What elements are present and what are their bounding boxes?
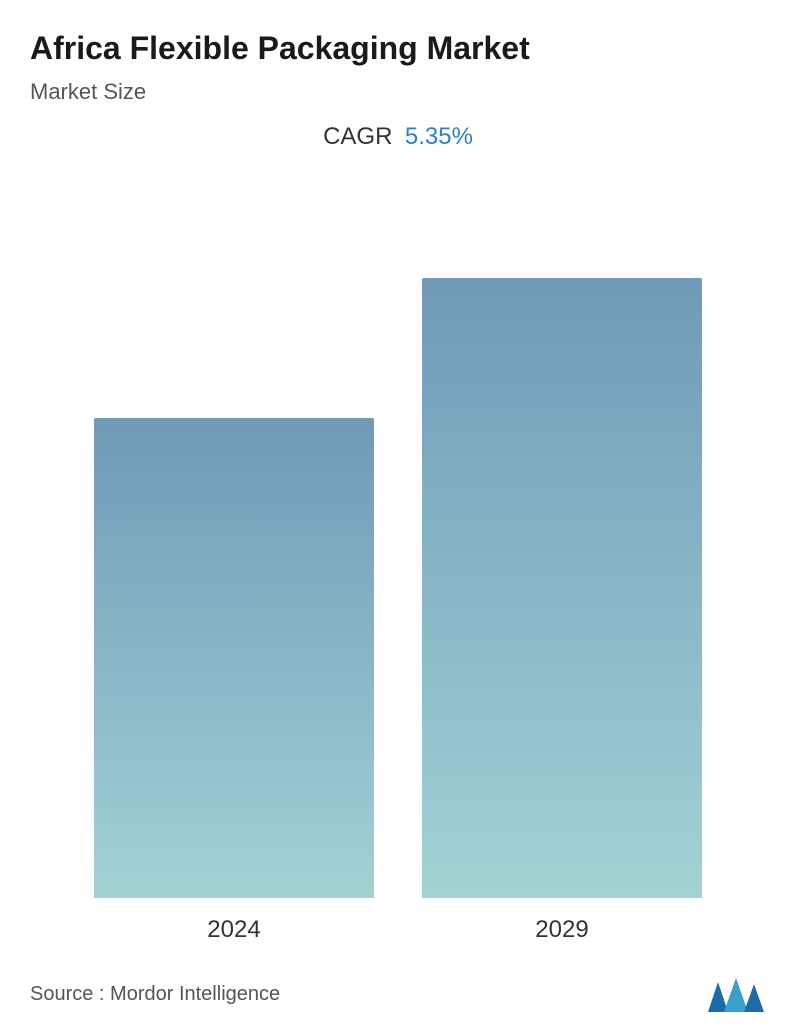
source-text: Source : Mordor Intelligence [30, 983, 280, 1006]
bar-group-2024: 2024 [94, 418, 374, 944]
chart-area: 2024 2029 [30, 191, 766, 944]
bar-label-2029: 2029 [535, 916, 588, 944]
brand-logo-icon [706, 974, 766, 1014]
bar-2024 [94, 418, 374, 898]
bar-group-2029: 2029 [422, 278, 702, 944]
bar-2029 [422, 278, 702, 898]
page-subtitle: Market Size [30, 79, 766, 105]
cagr-label: CAGR [323, 123, 392, 150]
cagr-row: CAGR 5.35% [30, 123, 766, 151]
cagr-value: 5.35% [405, 123, 473, 150]
footer: Source : Mordor Intelligence [30, 964, 766, 1014]
chart-container: Africa Flexible Packaging Market Market … [0, 0, 796, 1034]
bar-label-2024: 2024 [207, 916, 260, 944]
page-title: Africa Flexible Packaging Market [30, 30, 766, 67]
